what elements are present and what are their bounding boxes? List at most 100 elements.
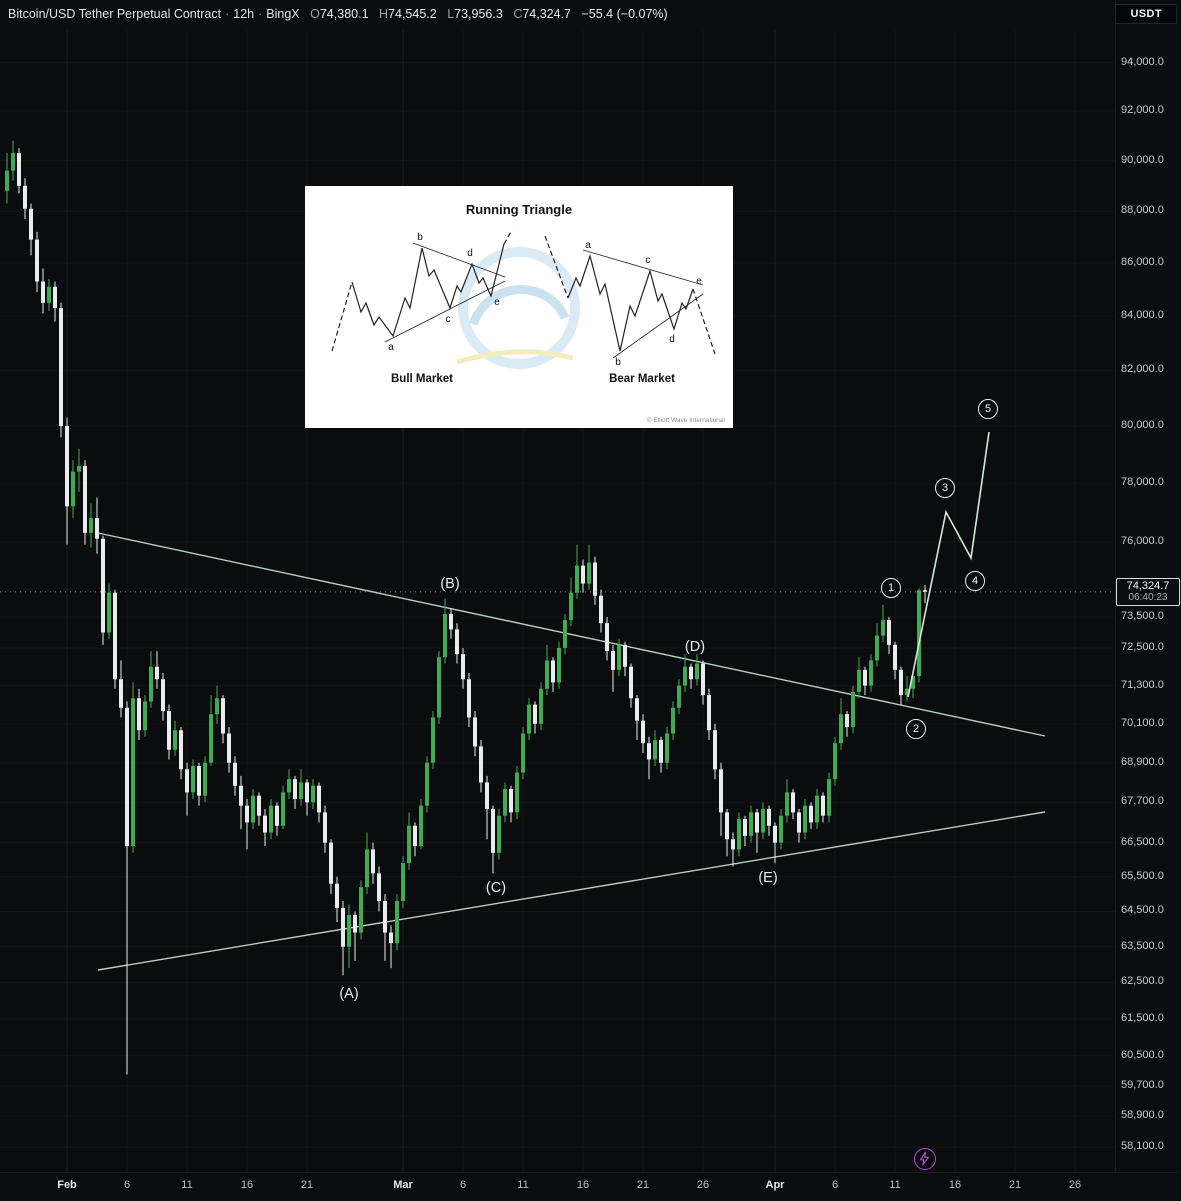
low-value: 73,956.3 bbox=[454, 7, 503, 21]
bar-countdown: 06:40:23 bbox=[1128, 591, 1168, 603]
candle-body bbox=[635, 698, 639, 721]
candle-body bbox=[647, 743, 651, 760]
candle-body bbox=[455, 629, 459, 655]
current-price-badge: 74,324.7 06:40:23 bbox=[1116, 577, 1180, 606]
time-axis-label: Mar bbox=[393, 1179, 413, 1191]
candle-body bbox=[491, 809, 495, 853]
price-axis[interactable]: 94,000.0 92,000.0 90,000.0 88,000.0 86,000.0… bbox=[1117, 0, 1181, 1200]
price-axis-label: 67,700.0 bbox=[1121, 795, 1164, 808]
candle-body bbox=[197, 766, 201, 796]
candle-body bbox=[557, 647, 561, 683]
candle-body bbox=[425, 762, 429, 806]
candle-body bbox=[305, 782, 309, 803]
candle-body bbox=[755, 812, 759, 833]
time-axis-label: 6 bbox=[831, 1179, 839, 1191]
candle-body bbox=[821, 795, 825, 816]
candle-body bbox=[251, 795, 255, 823]
candle-body bbox=[641, 720, 645, 744]
candle-body bbox=[695, 663, 699, 680]
candle-body bbox=[731, 839, 735, 850]
candle-body bbox=[317, 785, 321, 813]
candle-body bbox=[707, 695, 711, 731]
triangle-trendline[interactable] bbox=[97, 811, 1046, 971]
candle-body bbox=[347, 914, 351, 947]
symbol-title[interactable]: Bitcoin/USD Tether Perpetual Contract bbox=[8, 7, 222, 21]
candle-body bbox=[803, 805, 807, 833]
price-axis-label: 94,000.0 bbox=[1121, 55, 1164, 68]
bull-label-c: c bbox=[446, 314, 451, 325]
price-axis-label: 88,000.0 bbox=[1121, 204, 1164, 217]
interval-label[interactable]: 12h bbox=[233, 7, 255, 21]
candle-body bbox=[611, 651, 615, 670]
symbol-legend[interactable]: Bitcoin/USD Tether Perpetual Contract · 12… bbox=[8, 7, 668, 21]
wave-number-circle[interactable]: 4 bbox=[965, 571, 985, 591]
candle-body bbox=[17, 153, 21, 186]
candle-body bbox=[359, 887, 363, 933]
time-axis-label: 11 bbox=[517, 1179, 529, 1191]
bull-label-e: e bbox=[494, 297, 500, 308]
candle-body bbox=[851, 691, 855, 728]
time-axis-label: 26 bbox=[1068, 1179, 1082, 1191]
wave-letter-label[interactable]: (A) bbox=[339, 986, 359, 1002]
candle-body bbox=[71, 471, 75, 507]
candle-body bbox=[257, 795, 261, 816]
price-axis-label: 80,000.0 bbox=[1121, 419, 1164, 432]
candle-body bbox=[839, 714, 843, 744]
time-axis-label: 21 bbox=[300, 1179, 314, 1191]
currency-usdt-button[interactable]: USDT bbox=[1115, 4, 1177, 24]
wave-number-circle[interactable]: 3 bbox=[935, 478, 955, 498]
candle-body bbox=[749, 812, 753, 836]
price-axis-label: 62,500.0 bbox=[1121, 975, 1164, 988]
candle-body bbox=[329, 842, 333, 884]
time-axis-label: 16 bbox=[576, 1179, 590, 1191]
triangle-trendline[interactable] bbox=[97, 532, 1046, 737]
candle-body bbox=[815, 795, 819, 823]
price-axis-label: 59,700.0 bbox=[1121, 1078, 1164, 1091]
candle-body bbox=[767, 809, 771, 826]
time-axis[interactable]: Feb 6 11 16 21 Mar 6 11 16 21 26 Apr 6 11 16 21 26 bbox=[0, 1172, 1181, 1201]
candle-body bbox=[119, 679, 123, 708]
wave-letter-label[interactable]: (B) bbox=[440, 576, 460, 592]
high-value: 74,545.2 bbox=[388, 7, 437, 21]
candle-body bbox=[77, 465, 81, 472]
candle-body bbox=[629, 666, 633, 699]
candle-body bbox=[905, 688, 909, 696]
wave-projection-path[interactable] bbox=[907, 431, 990, 698]
price-axis-label: 64,500.0 bbox=[1121, 904, 1164, 917]
bear-label-b: b bbox=[615, 357, 621, 368]
price-axis-label: 70,100.0 bbox=[1121, 716, 1164, 729]
price-axis-label: 72,500.0 bbox=[1121, 640, 1164, 653]
candle-body bbox=[209, 714, 213, 763]
candle-body bbox=[401, 863, 405, 902]
running-triangle-inset-image[interactable]: Running Triangle a b c d e Bull Market a… bbox=[305, 186, 733, 428]
candle-body bbox=[899, 669, 903, 696]
candle-body bbox=[95, 518, 99, 539]
candle-body bbox=[809, 805, 813, 823]
candle-body bbox=[917, 590, 921, 677]
candle-body bbox=[503, 789, 507, 816]
price-axis-label: 66,500.0 bbox=[1121, 835, 1164, 848]
legend-separator: · bbox=[225, 7, 230, 21]
candle-body bbox=[575, 565, 579, 593]
candle-body bbox=[743, 819, 747, 836]
wave-number-circle[interactable]: 2 bbox=[906, 719, 926, 739]
change-value: −55.4 (−0.07%) bbox=[581, 7, 668, 21]
candle-body bbox=[857, 669, 861, 692]
wave-number-circle[interactable]: 1 bbox=[881, 578, 901, 598]
bear-triangle-diagram bbox=[544, 235, 716, 359]
low-letter: L bbox=[447, 7, 455, 21]
wave-number-circle[interactable]: 5 bbox=[978, 399, 998, 419]
candle-body bbox=[35, 239, 39, 282]
boost-button[interactable] bbox=[914, 1148, 936, 1170]
wave-letter-label[interactable]: (C) bbox=[485, 880, 507, 896]
legend-separator: · bbox=[258, 7, 263, 21]
time-axis-label: 21 bbox=[1008, 1179, 1022, 1191]
candle-body bbox=[107, 592, 111, 633]
wave-letter-label[interactable]: (E) bbox=[758, 870, 778, 886]
wave-letter-label[interactable]: (D) bbox=[684, 639, 706, 655]
candle-body bbox=[581, 565, 585, 584]
candle-body bbox=[791, 792, 795, 813]
lightning-icon bbox=[920, 1151, 929, 1166]
candle-body bbox=[203, 762, 207, 796]
